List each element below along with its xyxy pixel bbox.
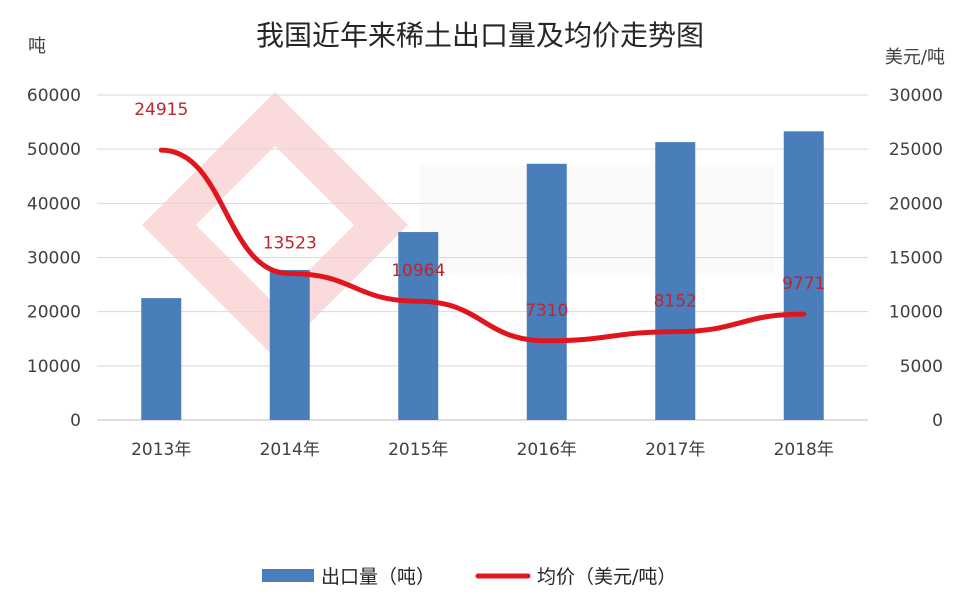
right-axis-ticks: 0 5000 10000 15000 20000 25000 30000 bbox=[889, 86, 943, 431]
chart-title: 我国近年来稀土出口量及均价走势图 bbox=[256, 19, 704, 52]
left-tick-label: 50000 bbox=[27, 140, 81, 160]
bar bbox=[269, 269, 310, 420]
line-data-label: 10964 bbox=[391, 261, 445, 281]
left-tick-label: 0 bbox=[70, 411, 81, 431]
right-tick-label: 5000 bbox=[900, 357, 943, 377]
watermark bbox=[142, 92, 775, 358]
line-data-labels: 24915 13523 10964 7310 8152 9771 bbox=[134, 100, 825, 321]
bar bbox=[655, 142, 696, 420]
left-axis-ticks: 0 10000 20000 30000 40000 50000 60000 bbox=[27, 86, 81, 431]
line-data-label: 8152 bbox=[654, 292, 697, 312]
right-axis-unit: 美元/吨 bbox=[885, 47, 945, 68]
gridlines bbox=[97, 94, 868, 421]
bar bbox=[783, 131, 824, 420]
line-data-label: 24915 bbox=[134, 100, 188, 120]
bar bbox=[141, 298, 182, 420]
legend: 出口量（吨） 均价（美元/吨） bbox=[262, 566, 676, 588]
left-tick-label: 30000 bbox=[27, 249, 81, 269]
left-tick-label: 20000 bbox=[27, 303, 81, 323]
right-tick-label: 15000 bbox=[889, 249, 943, 269]
bar bbox=[398, 232, 439, 420]
x-tick-label: 2016年 bbox=[517, 440, 577, 460]
right-tick-label: 10000 bbox=[889, 303, 943, 323]
line-series bbox=[158, 147, 807, 344]
x-axis-ticks: 2013年 2014年 2015年 2016年 2017年 2018年 bbox=[131, 440, 834, 460]
right-tick-label: 20000 bbox=[889, 194, 943, 214]
price-line bbox=[158, 147, 807, 344]
x-tick-label: 2018年 bbox=[774, 440, 834, 460]
x-tick-label: 2014年 bbox=[260, 440, 320, 460]
line-data-label: 9771 bbox=[782, 274, 825, 294]
left-tick-label: 10000 bbox=[27, 357, 81, 377]
legend-swatch-bar bbox=[262, 569, 314, 582]
x-tick-label: 2015年 bbox=[388, 440, 448, 460]
right-tick-label: 30000 bbox=[889, 86, 943, 106]
legend-label-line: 均价（美元/吨） bbox=[537, 566, 676, 588]
x-tick-label: 2013年 bbox=[131, 440, 191, 460]
left-axis-unit: 吨 bbox=[28, 36, 46, 57]
left-tick-label: 60000 bbox=[27, 86, 81, 106]
right-tick-label: 25000 bbox=[889, 140, 943, 160]
bar-series bbox=[141, 131, 824, 420]
x-tick-label: 2017年 bbox=[645, 440, 705, 460]
legend-label-bar: 出口量（吨） bbox=[321, 566, 435, 588]
line-data-label: 13523 bbox=[263, 234, 317, 254]
line-data-label: 7310 bbox=[525, 301, 568, 321]
left-tick-label: 40000 bbox=[27, 194, 81, 214]
right-tick-label: 0 bbox=[932, 411, 943, 431]
bar bbox=[526, 163, 567, 420]
